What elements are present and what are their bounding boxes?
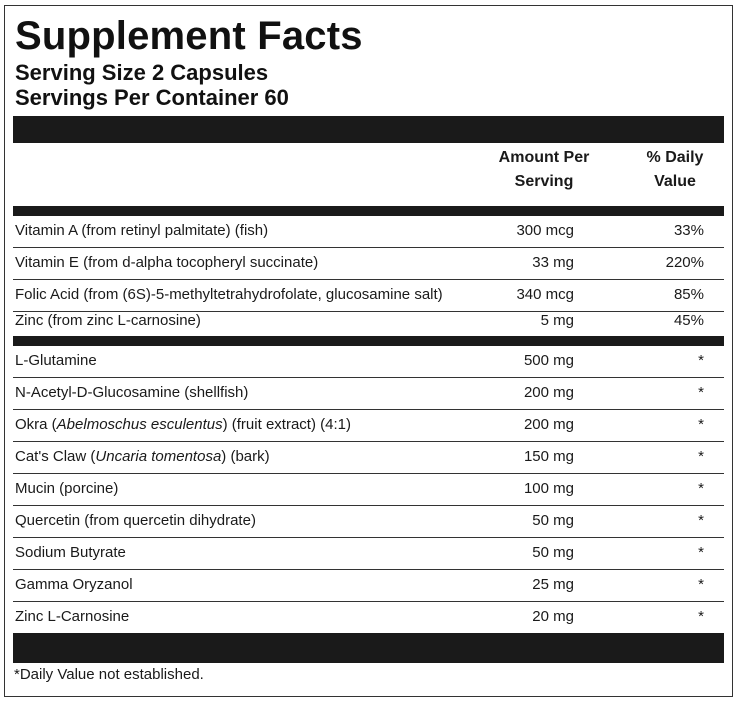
nutrient-name: Zinc (from zinc L-carnosine) — [15, 312, 201, 329]
ingredient-name: N-Acetyl-D-Glucosamine (shellfish) — [15, 384, 249, 401]
nutrient-daily-value: 85% — [673, 286, 704, 303]
ingredient-amount: 150 mg — [523, 448, 574, 465]
nutrient-name: Vitamin E (from d-alpha tocopheryl succi… — [15, 254, 319, 271]
bottom-divider-bar — [13, 633, 724, 663]
ingredient-daily-value: * — [698, 544, 704, 561]
supplement-facts-panel: Supplement Facts Serving Size 2 Capsules… — [4, 5, 733, 697]
ingredient-name: L-Glutamine — [15, 352, 97, 369]
header-divider-bar — [13, 206, 724, 216]
ingredient-amount: 500 mg — [523, 352, 574, 369]
nutrient-daily-value: 33% — [673, 222, 704, 239]
ingredient-amount: 50 mg — [532, 544, 574, 561]
table-row: Zinc L-Carnosine 20 mg * — [13, 602, 724, 634]
table-row: Vitamin E (from d-alpha tocopheryl succi… — [13, 248, 724, 280]
table-row: N-Acetyl-D-Glucosamine (shellfish) 200 m… — [13, 378, 724, 410]
nutrient-name: Vitamin A (from retinyl palmitate) (fish… — [15, 222, 269, 239]
nutrient-amount: 5 mg — [540, 312, 574, 329]
table-row: Folic Acid (from (6S)-5-methyltetrahydro… — [13, 280, 724, 312]
label-title: Supplement Facts — [15, 14, 363, 58]
ingredient-amount: 25 mg — [532, 576, 574, 593]
ingredient-daily-value: * — [698, 608, 704, 625]
ingredient-name: Cat's Claw (Uncaria tomentosa) (bark) — [15, 448, 270, 465]
table-row: L-Glutamine 500 mg * — [13, 346, 724, 378]
ingredient-name: Zinc L-Carnosine — [15, 608, 130, 625]
table-row: Mucin (porcine) 100 mg * — [13, 474, 724, 506]
table-row: Okra (Abelmoschus esculentus) (fruit ext… — [13, 410, 724, 442]
nutrient-daily-value: 220% — [665, 254, 704, 271]
table-row: Gamma Oryzanol 25 mg * — [13, 570, 724, 602]
top-divider-bar — [13, 116, 724, 143]
ingredient-amount: 20 mg — [532, 608, 574, 625]
ingredient-daily-value: * — [698, 480, 704, 497]
table-row: Cat's Claw (Uncaria tomentosa) (bark) 15… — [13, 442, 724, 474]
table-row: Quercetin (from quercetin dihydrate) 50 … — [13, 506, 724, 538]
ingredient-name: Mucin (porcine) — [15, 480, 119, 497]
nutrient-amount: 340 mcg — [516, 286, 574, 303]
column-header-daily-value: % Daily Value — [646, 149, 704, 190]
ingredient-name: Sodium Butyrate — [15, 544, 126, 561]
table-row: Vitamin A (from retinyl palmitate) (fish… — [13, 216, 724, 248]
ingredient-daily-value: * — [698, 512, 704, 529]
ingredient-daily-value: * — [698, 384, 704, 401]
table-row: Sodium Butyrate 50 mg * — [13, 538, 724, 570]
ingredient-name: Okra (Abelmoschus esculentus) (fruit ext… — [15, 416, 351, 433]
ingredient-daily-value: * — [698, 416, 704, 433]
ingredient-amount: 200 mg — [523, 416, 574, 433]
table-row: Zinc (from zinc L-carnosine) 5 mg 45% — [13, 306, 724, 338]
ingredient-name: Quercetin (from quercetin dihydrate) — [15, 512, 256, 529]
column-header-amount: Amount Per Serving — [498, 149, 590, 190]
ingredient-name: Gamma Oryzanol — [15, 576, 133, 593]
servings-per-container: Servings Per Container 60 — [15, 85, 289, 110]
ingredient-amount: 200 mg — [523, 384, 574, 401]
section-divider-bar — [13, 336, 724, 346]
serving-size: Serving Size 2 Capsules — [15, 60, 269, 85]
ingredient-daily-value: * — [698, 352, 704, 369]
nutrient-name: Folic Acid (from (6S)-5-methyltetrahydro… — [15, 286, 443, 303]
nutrient-daily-value: 45% — [673, 312, 704, 329]
ingredient-amount: 50 mg — [532, 512, 574, 529]
nutrient-amount: 300 mcg — [516, 222, 574, 239]
ingredient-daily-value: * — [698, 448, 704, 465]
footnote: *Daily Value not established. — [14, 666, 204, 683]
ingredient-daily-value: * — [698, 576, 704, 593]
ingredient-amount: 100 mg — [523, 480, 574, 497]
nutrient-amount: 33 mg — [532, 254, 574, 271]
